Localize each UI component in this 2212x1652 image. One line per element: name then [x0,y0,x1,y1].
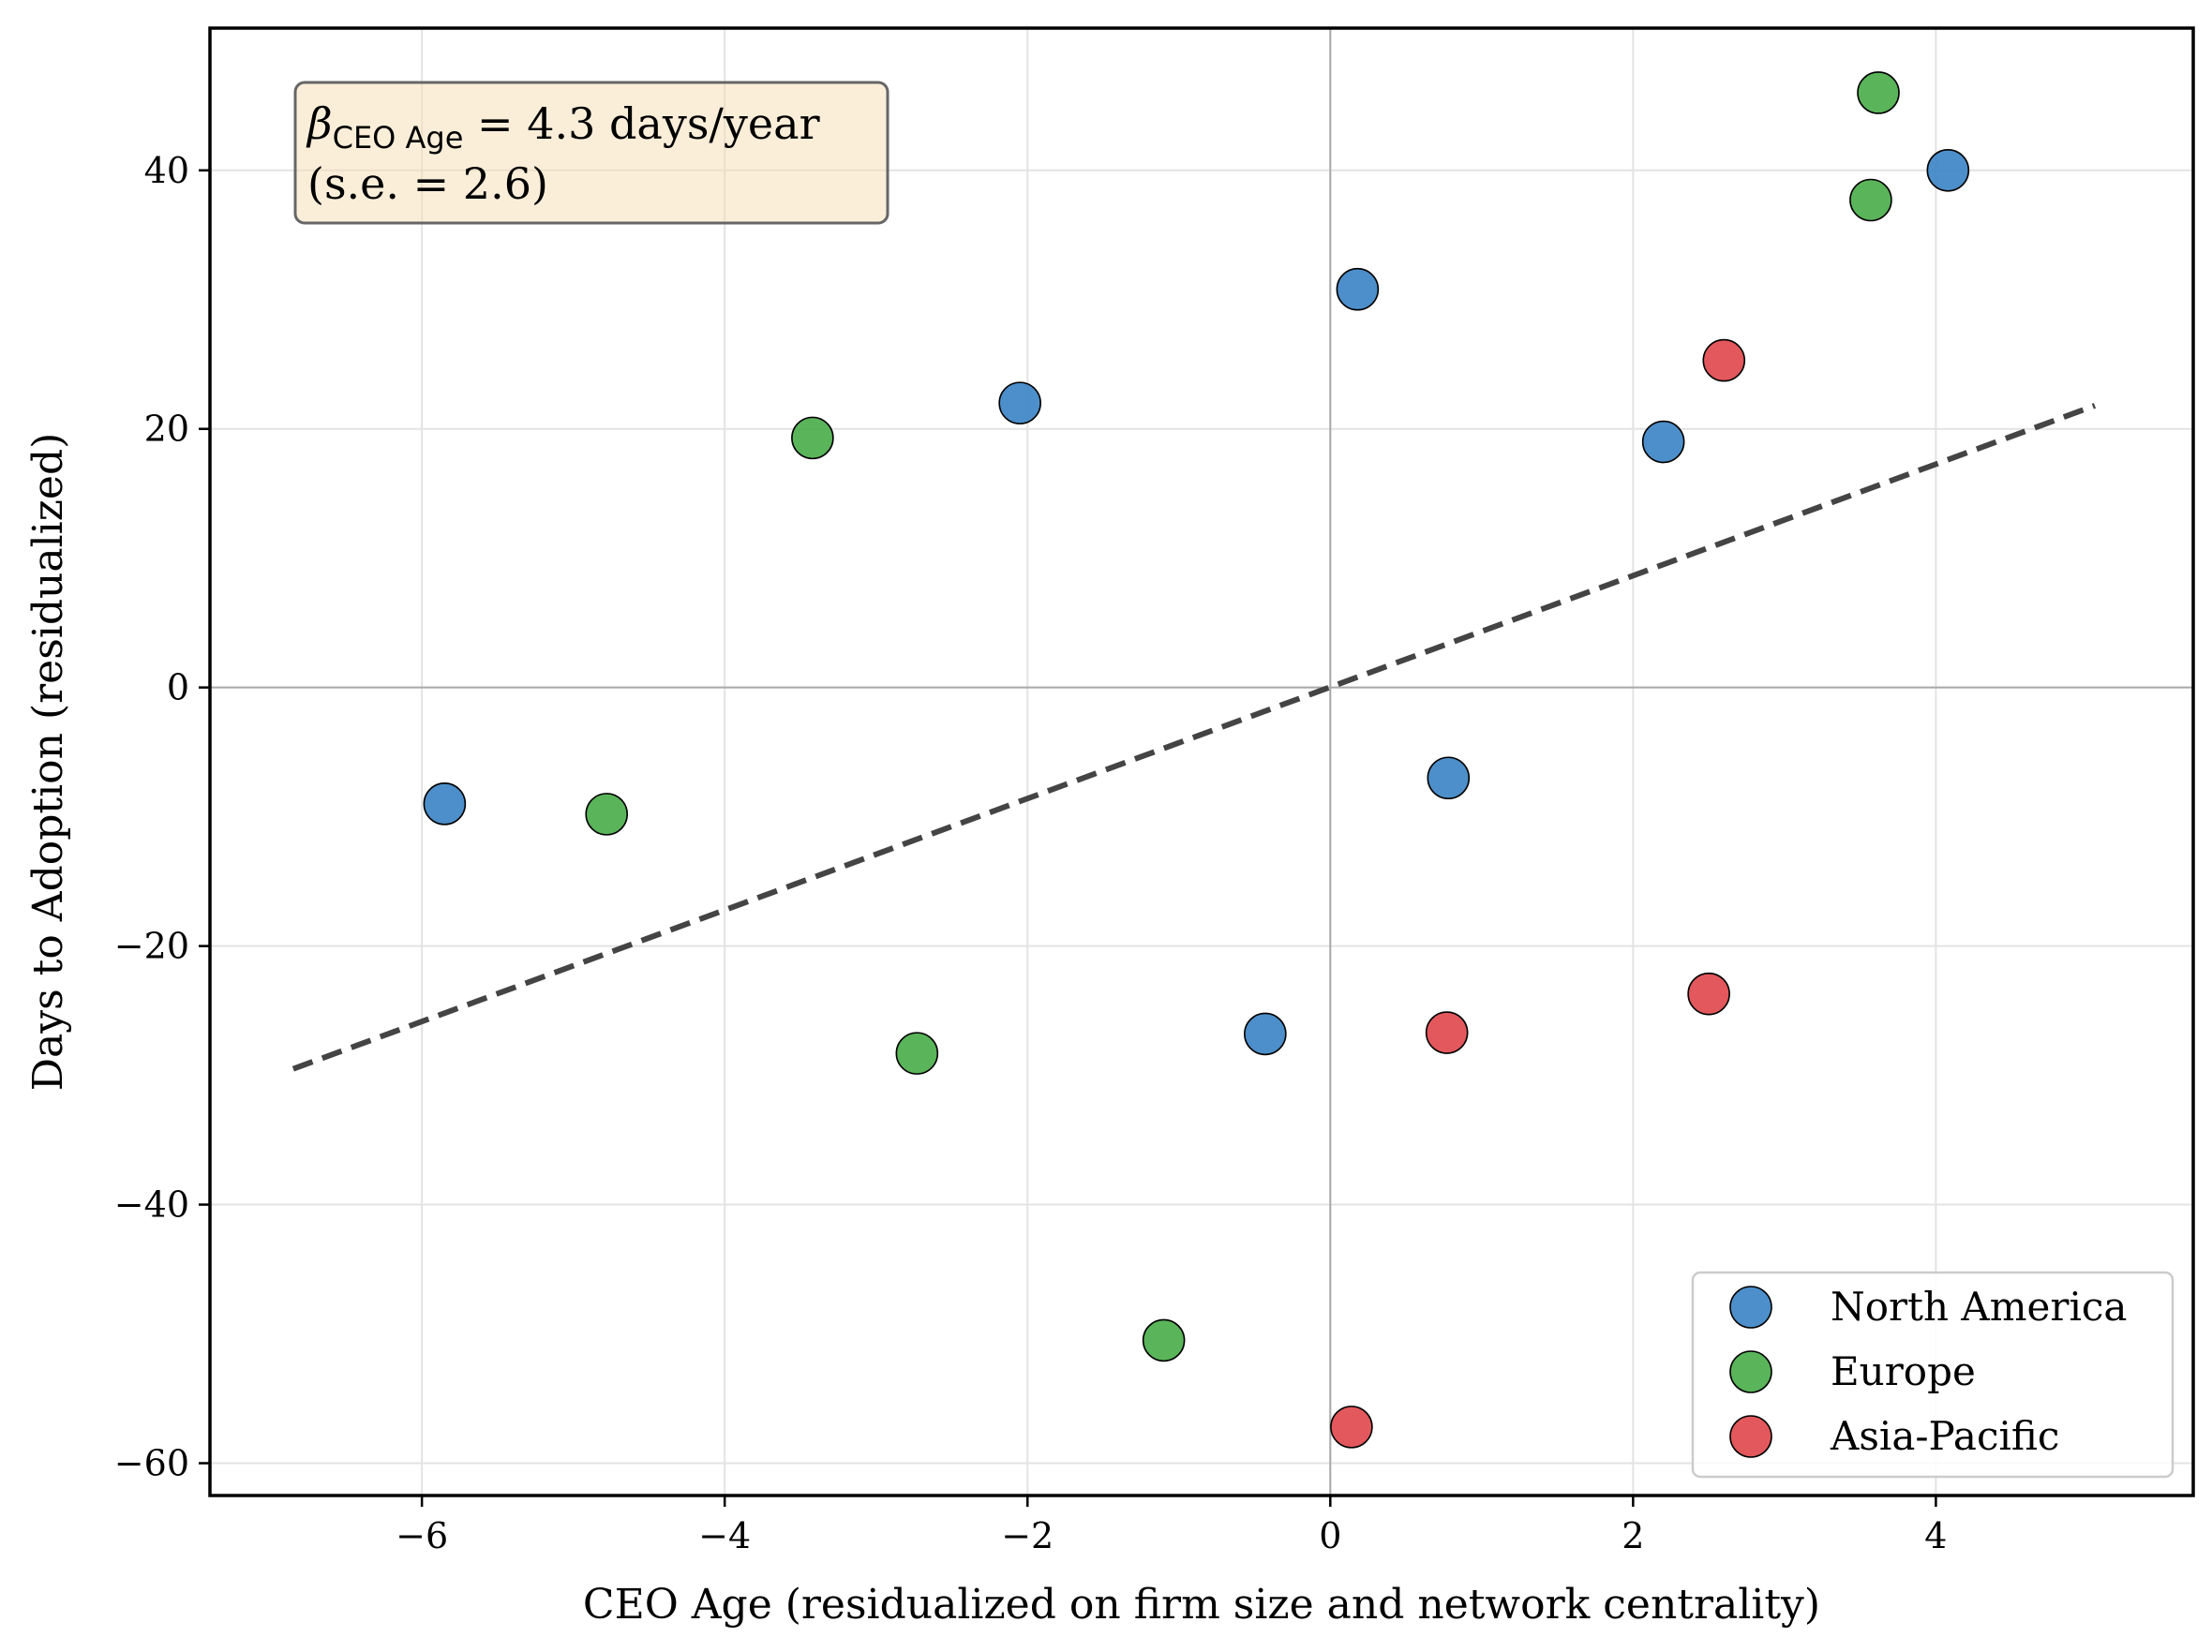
point-europe [791,416,834,460]
point-asia-pacific [1330,1406,1373,1449]
y-axis-label: Days to Adoption (residualized) [24,433,72,1092]
point-europe [1857,71,1900,114]
x-tick-label: 2 [1622,1515,1644,1556]
stat-annotation: βCEO Age = 4.3 days/year (s.e. = 2.6) [293,81,889,225]
point-europe [1849,178,1892,222]
legend-label-europe: Europe [1831,1348,1976,1394]
plot-frame [208,26,2195,1497]
legend-marker-north-america [1729,1286,1772,1329]
beta-subscript: CEO Age [333,120,464,156]
point-north-america [1336,267,1380,311]
y-tick-label: 20 [144,409,189,450]
legend-marker-europe [1729,1350,1772,1393]
beta-value: = 4.3 days/year [463,98,819,149]
annotation-box [293,81,889,225]
zero-lines [210,28,2193,1496]
point-europe [895,1032,939,1075]
point-europe [585,793,629,836]
point-europe [1142,1318,1186,1362]
point-north-america [998,381,1041,424]
point-asia-pacific [1702,338,1746,382]
annotation-line1: βCEO Age = 4.3 days/year [306,98,820,156]
x-tick-label: 4 [1924,1515,1947,1556]
y-tick-label: 40 [144,150,189,191]
x-tick-label: −4 [698,1515,751,1556]
legend: North America Europe Asia-Pacific [1691,1271,2175,1479]
legend-box [1691,1271,2175,1479]
point-north-america [1641,420,1685,464]
fit-line [291,403,2097,1072]
point-north-america [1427,756,1471,800]
x-axis-label: CEO Age (residualized on firm size and n… [583,1581,1820,1629]
beta-symbol: β [306,98,333,149]
point-north-america [423,782,467,826]
point-north-america [1926,148,1970,192]
y-tick-label: −20 [114,926,189,967]
annotation-line2: (s.e. = 2.6) [307,158,548,209]
x-tick-label: −6 [396,1515,448,1556]
point-asia-pacific [1425,1011,1469,1054]
point-north-america [1244,1012,1287,1056]
legend-label-asia-pacific: Asia-Pacific [1830,1413,2059,1459]
x-tick-label: 0 [1319,1515,1341,1556]
x-tick-label: −2 [1001,1515,1054,1556]
point-asia-pacific [1687,972,1730,1016]
regression-fit [291,403,2097,1072]
legend-marker-asia-pacific [1729,1415,1772,1458]
legend-label-north-america: North America [1831,1284,2127,1330]
y-tick-label: 0 [167,667,189,708]
data-points [423,71,1970,1449]
y-tick-label: −60 [114,1443,189,1484]
y-tick-label: −40 [114,1184,189,1226]
